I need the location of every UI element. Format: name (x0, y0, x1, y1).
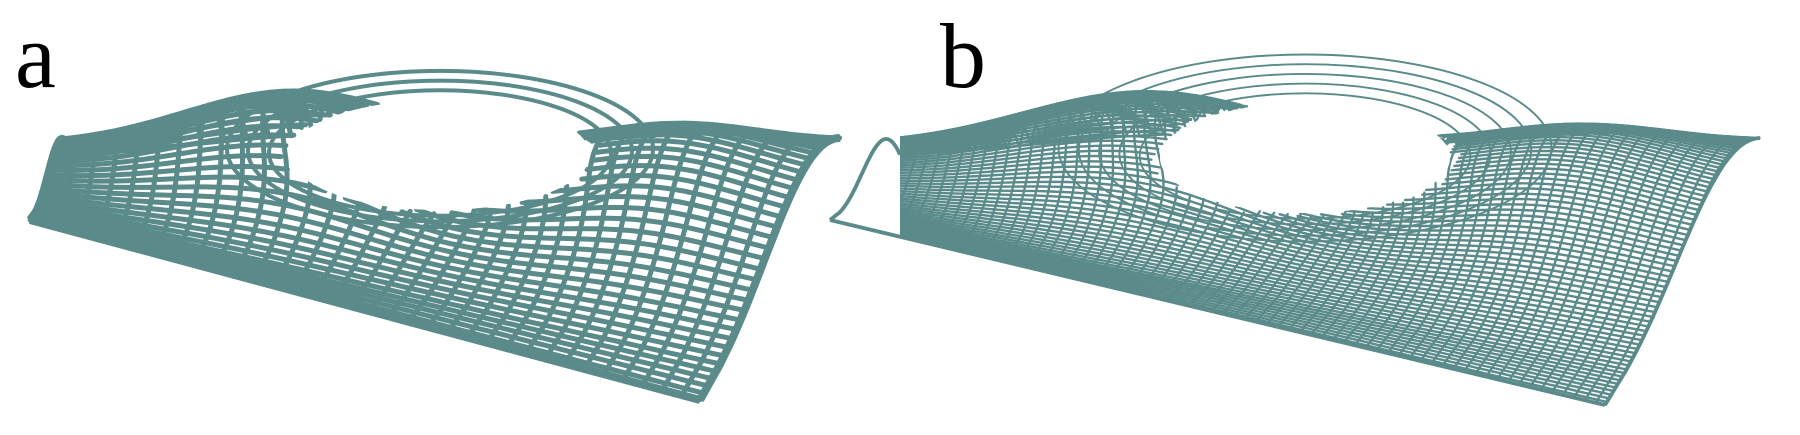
rib-line-v (847, 199, 1643, 337)
rib-line-v (845, 202, 1639, 346)
rib-line-v (43, 181, 754, 293)
rib-line-v (842, 207, 1632, 359)
opening-ring (225, 68, 655, 230)
rib-line-v (32, 210, 717, 374)
opening-ring (267, 88, 613, 218)
rib-line-v (858, 175, 1668, 283)
rib-line-v (54, 101, 792, 200)
gridshell-structure-coarse (26, 68, 843, 404)
opening-ring (246, 78, 634, 224)
rib-line-v (878, 97, 1712, 189)
rib-line-v (857, 179, 1666, 288)
rib-line-v (853, 188, 1657, 308)
rib-line-v (844, 204, 1637, 350)
rib-line-v (870, 117, 1696, 221)
rib-line-v (34, 206, 725, 358)
rib-line-v (35, 203, 729, 350)
rib-line-v (31, 212, 713, 381)
rib-line-v (38, 197, 737, 332)
rib-line-v (44, 174, 758, 282)
rib-line-v (45, 163, 762, 272)
rib-line-v (53, 107, 788, 210)
rib-line-v (846, 201, 1641, 341)
gridshell-structure-fine (828, 53, 1761, 407)
rib-line-v (843, 205, 1635, 354)
rib-line-v (863, 149, 1680, 257)
rib-line-v (831, 217, 1609, 400)
rib-line-v (832, 216, 1611, 396)
opening-ring (1077, 63, 1533, 237)
side-edge-beam (696, 133, 841, 402)
panel-label-a: a (15, 5, 56, 107)
rib-line-v (40, 189, 745, 313)
rib-line-v (56, 96, 797, 191)
opening-ring (1138, 92, 1472, 220)
left-edge-beam (26, 134, 74, 223)
rib-line-v (850, 194, 1650, 323)
panel-b: b (828, 0, 1800, 435)
rib-line-v (838, 211, 1624, 374)
rib-line-v (851, 192, 1652, 318)
rib-line-v (37, 200, 733, 341)
gridshell-mesh (27, 68, 843, 403)
rib-line-v (841, 208, 1630, 363)
rib-line-v (837, 212, 1622, 378)
rib-line-v (861, 160, 1675, 268)
opening-ring (1098, 72, 1512, 232)
front-edge-beam (28, 216, 702, 404)
rib-line-v (864, 144, 1682, 252)
front-edge-beam (829, 218, 1606, 407)
rib-line-v (862, 154, 1678, 262)
rib-line-v (874, 107, 1703, 207)
rib-line-v (877, 99, 1710, 193)
rib-line-v (833, 215, 1613, 392)
left-edge-beam (828, 136, 902, 222)
rib-line-v (834, 214, 1615, 389)
rib-line-v (50, 123, 780, 230)
side-edge-beam (1603, 135, 1761, 407)
rib-line-v (30, 214, 709, 388)
rib-line-v (849, 196, 1648, 328)
rib-line-v (41, 185, 750, 303)
rib-line-v (33, 208, 721, 366)
opening-ring (1057, 53, 1553, 243)
rib-line-v (848, 197, 1646, 332)
opening-ring (1118, 82, 1492, 226)
rib-line-v (840, 209, 1628, 367)
rib-line-v (876, 101, 1707, 198)
rib-line-v (836, 213, 1620, 381)
rib-line-v (873, 110, 1701, 212)
rib-line-v (860, 165, 1673, 273)
rib-line-v (39, 193, 741, 323)
panel-a: a (15, 5, 843, 404)
rib-line-v (865, 139, 1685, 247)
panel-label-b: b (940, 5, 986, 107)
rib-line-v (856, 182, 1664, 293)
rib-line-v (839, 210, 1626, 371)
rib-line-v (852, 190, 1654, 313)
gridshell-mesh (828, 53, 1761, 406)
rib-line-v (835, 213, 1617, 385)
rib-line-v (855, 184, 1661, 298)
